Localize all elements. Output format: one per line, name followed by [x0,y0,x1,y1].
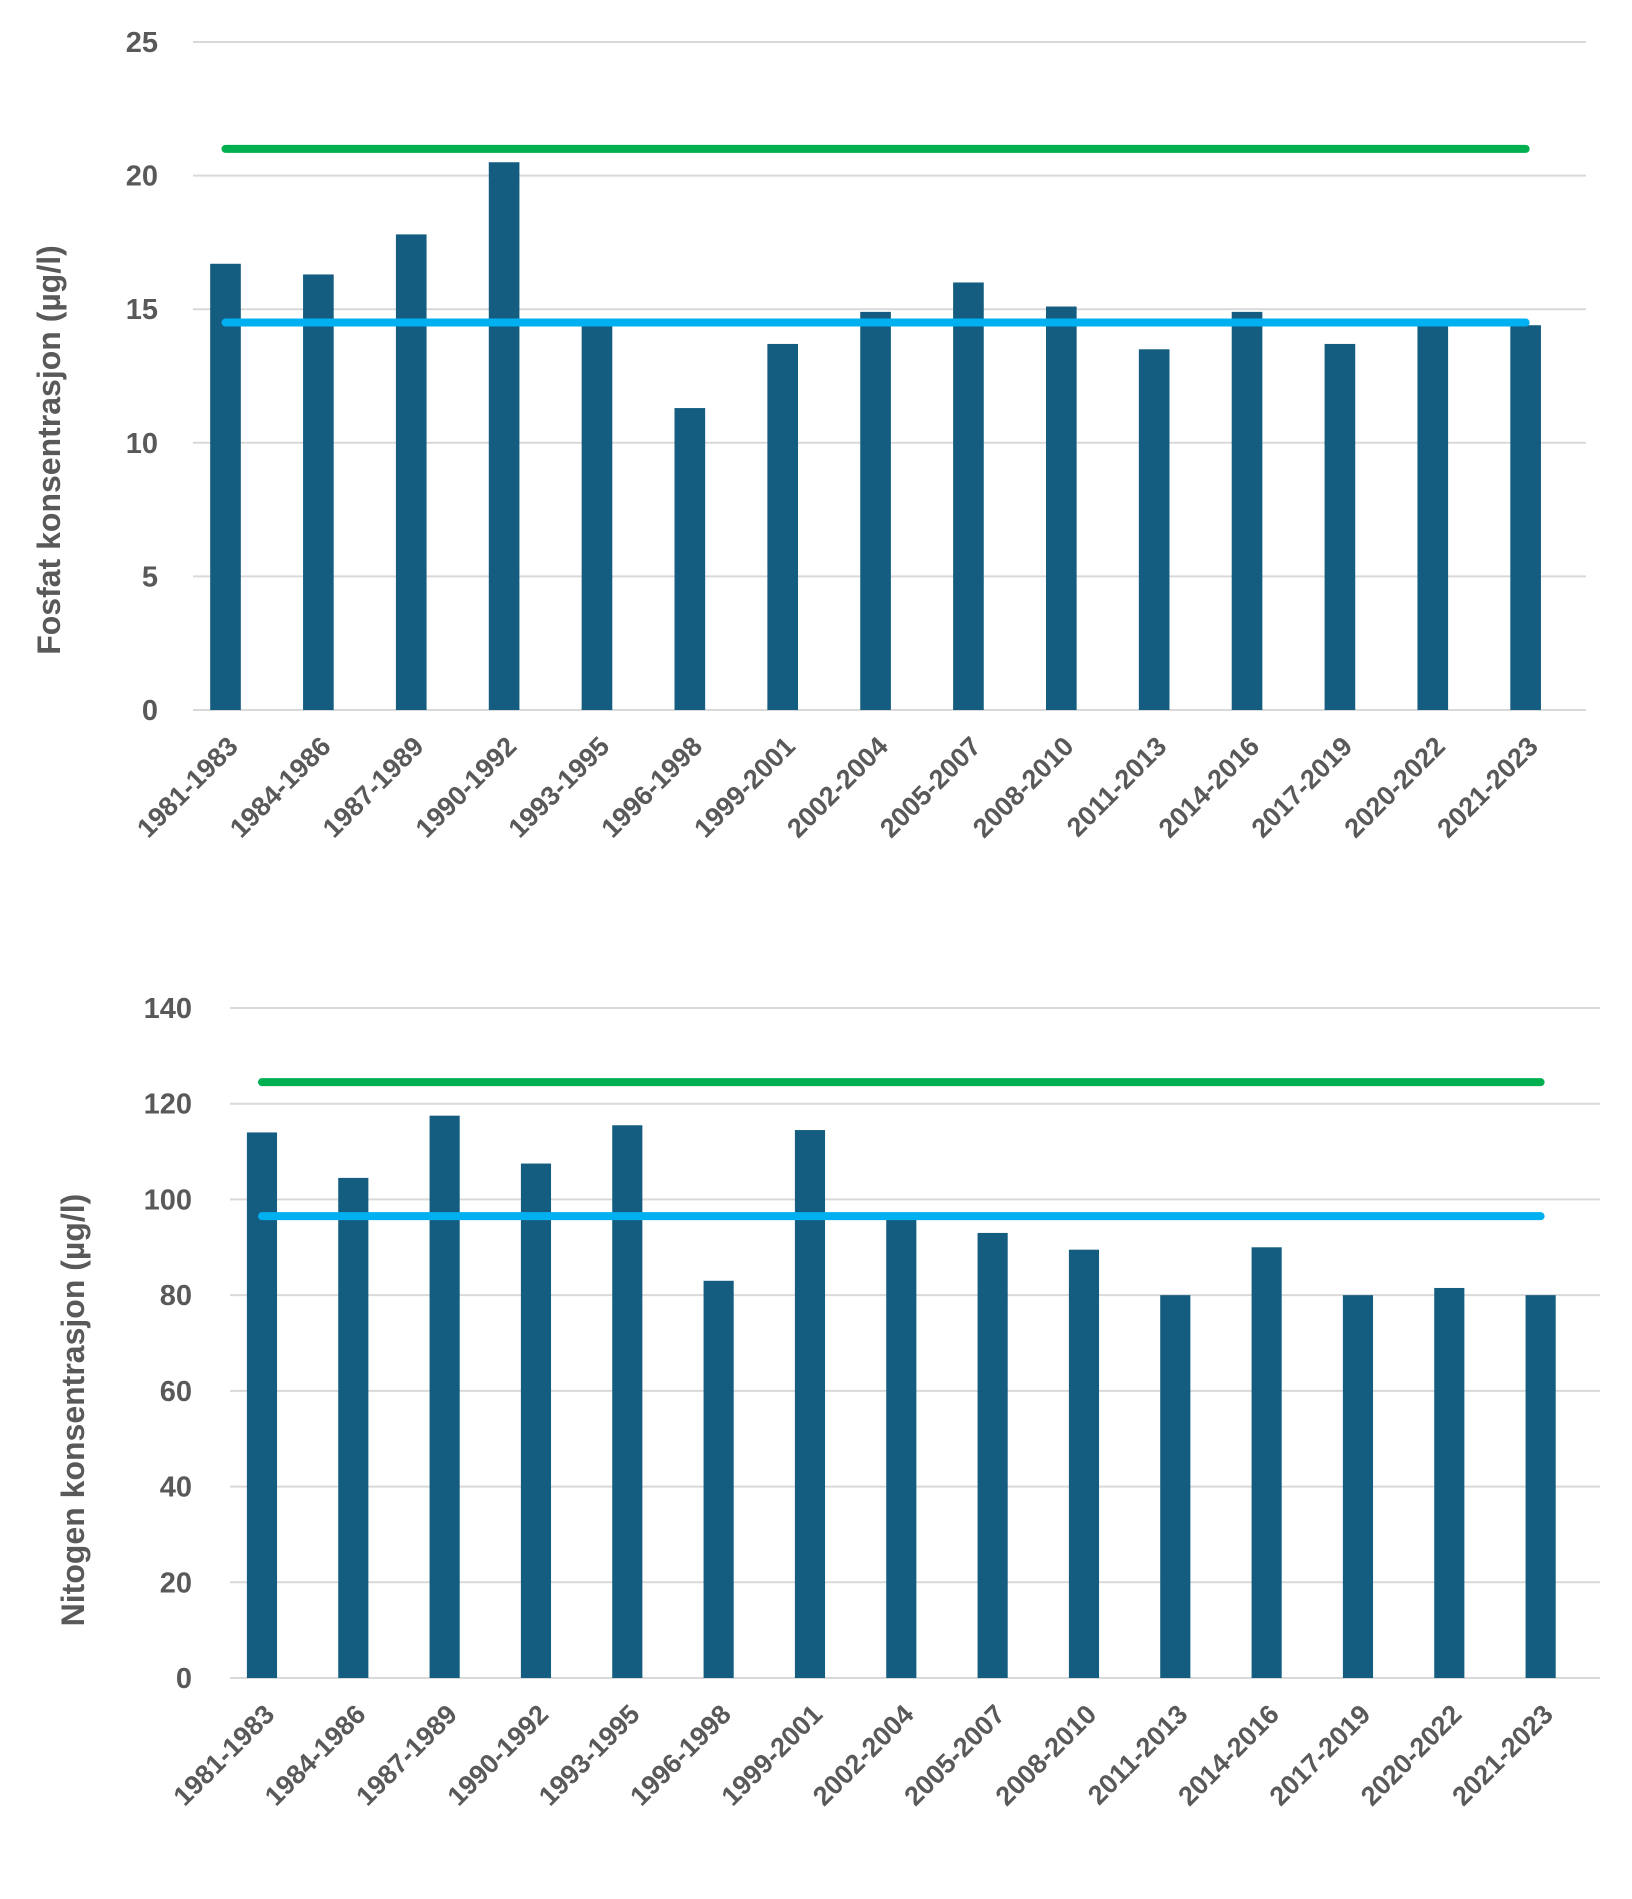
x-tick-label: 2017-2019 [1246,731,1359,844]
x-tick-label: 1996-1998 [596,731,709,844]
bar [210,263,241,710]
y-tick-label: 140 [144,993,192,1025]
bar [338,1177,369,1678]
bar [1525,1295,1556,1678]
x-tick-label: 2005-2007 [874,731,987,844]
phosphate-chart: Fosfat konsentrasjon (µg/l) 0 5 10 15 20 25 19… [31,27,1586,844]
y-tick-label: 20 [160,1567,192,1599]
bar [520,1163,552,1678]
y-tick-label: 0 [142,695,158,727]
y-tick-label: 80 [160,1280,192,1312]
bar [1138,349,1170,710]
bar [581,325,613,710]
bar [303,274,334,710]
bar [1417,322,1449,710]
x-tick-label: 2014-2016 [1153,731,1266,844]
nitrogen-chart: Nitogen konsentrasjon (µg/l) 0 20 40 60 80 10… [55,993,1600,1812]
x-tick-label: 2020-2022 [1338,731,1451,844]
bar [1510,325,1541,710]
x-tick-label: 1990-1992 [410,731,523,844]
y-tick-label: 0 [176,1663,192,1695]
x-tick-label: 2008-2010 [967,731,1080,844]
bar [488,162,520,711]
y-tick-label: 100 [144,1184,192,1216]
bar [1342,1295,1374,1678]
bar [395,234,427,710]
bar [612,1125,643,1678]
bar [674,408,706,710]
bar [1251,1247,1282,1678]
y-axis-title: Nitogen konsentrasjon (µg/l) [55,1194,91,1627]
bar [1324,343,1356,710]
bar [246,1132,278,1678]
y-tick-label: 5 [142,561,158,593]
y-tick-label: 20 [126,161,158,193]
y-tick-label: 15 [126,294,158,326]
y-tick-label: 40 [160,1472,192,1504]
bar [794,1130,826,1678]
bar [1434,1287,1465,1678]
bar [767,343,799,710]
y-tick-label: 60 [160,1376,192,1408]
y-axis-title: Fosfat konsentrasjon (µg/l) [31,245,67,655]
bar [977,1232,1008,1678]
x-tick-label: 1999-2001 [688,731,801,844]
y-tick-label: 25 [126,27,158,59]
bar [886,1218,917,1678]
bar [429,1115,460,1678]
y-tick-label: 10 [126,428,158,460]
y-tick-label: 120 [144,1089,192,1121]
bar [1068,1249,1100,1678]
bar [1045,306,1077,710]
bar [860,311,891,710]
x-tick-label: 2021-2023 [1431,731,1544,844]
x-tick-label: 2021-2023 [1446,1699,1559,1812]
bar [703,1280,734,1678]
x-tick-label: 1993-1995 [503,731,616,844]
bar [1231,311,1263,710]
x-tick-label: 1987-1989 [317,731,430,844]
x-tick-label: 2002-2004 [781,731,894,844]
bar [953,282,984,710]
x-tick-label: 1984-1986 [224,731,337,844]
bar [1160,1295,1191,1678]
x-tick-label: 1981-1983 [131,731,244,844]
x-tick-label: 2008-2010 [990,1699,1103,1812]
